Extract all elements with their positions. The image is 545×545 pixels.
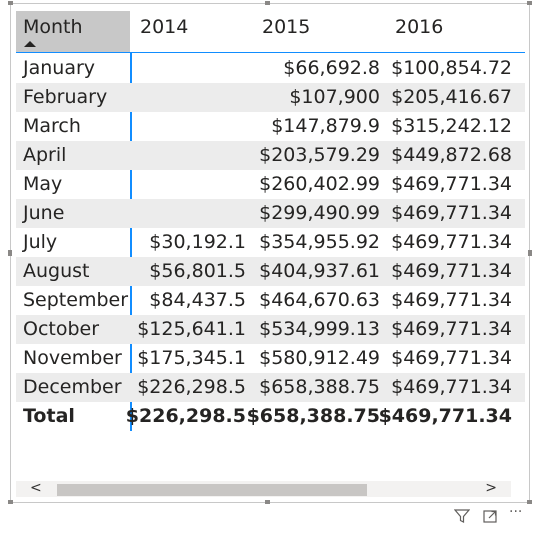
resize-handle-right[interactable]	[528, 250, 532, 256]
cell-2016: $205,416.67	[391, 86, 512, 108]
column-header-2014[interactable]: 2014	[140, 16, 189, 38]
row-label[interactable]: December	[23, 376, 122, 398]
cell-2016: $449,872.68	[391, 144, 512, 166]
cell-2016: $469,771.34	[391, 318, 512, 340]
row-label[interactable]: January	[23, 57, 96, 79]
cell-2015: $658,388.75	[259, 376, 380, 398]
row-label[interactable]: March	[23, 115, 81, 137]
cell-2014: $175,345.1	[137, 347, 246, 369]
header-divider	[16, 52, 525, 53]
cell-2014: $226,298.5	[137, 376, 246, 398]
cell-2015: $354,955.92	[259, 231, 380, 253]
cell-2016: $469,771.34	[391, 173, 512, 195]
table-row: February $107,900 $205,416.67	[16, 83, 525, 112]
scrollbar-thumb[interactable]	[57, 484, 367, 496]
cell-2014: $125,641.1	[137, 318, 246, 340]
resize-handle-top-right[interactable]	[527, 1, 532, 5]
table-row: July $30,192.1 $354,955.92 $469,771.34	[16, 228, 525, 257]
sort-ascending-icon[interactable]	[24, 41, 36, 47]
cell-2015: $260,402.99	[259, 173, 380, 195]
table-row: October $125,641.1 $534,999.13 $469,771.…	[16, 315, 525, 344]
row-label[interactable]: November	[23, 347, 122, 369]
scroll-right-arrow[interactable]: >	[485, 480, 497, 496]
resize-handle-bottom-left[interactable]	[8, 500, 13, 504]
cell-2016: $315,242.12	[391, 115, 512, 137]
row-header-label: Month	[23, 16, 83, 38]
resize-handle-bottom-right[interactable]	[527, 500, 532, 504]
cell-2015: $299,490.99	[259, 202, 380, 224]
total-label: Total	[23, 405, 75, 427]
horizontal-scrollbar[interactable]: < >	[16, 480, 511, 497]
column-header-2015[interactable]: 2015	[262, 16, 311, 38]
total-2015: $658,388.75	[246, 405, 380, 427]
column-header-2016[interactable]: 2016	[395, 16, 444, 38]
row-label[interactable]: April	[23, 144, 67, 166]
filter-icon[interactable]	[453, 508, 471, 528]
cell-2015: $203,579.29	[259, 144, 380, 166]
row-label[interactable]: February	[23, 86, 108, 108]
cell-2014: $84,437.5	[149, 289, 246, 311]
row-label[interactable]: May	[23, 173, 63, 195]
cell-2015: $580,912.49	[259, 347, 380, 369]
resize-handle-left[interactable]	[8, 250, 12, 256]
cell-2016: $469,771.34	[391, 231, 512, 253]
cell-2014: $30,192.1	[149, 231, 246, 253]
scroll-left-arrow[interactable]: <	[30, 480, 42, 496]
row-header-divider	[130, 53, 132, 431]
table-row: September $84,437.5 $464,670.63 $469,771…	[16, 286, 525, 315]
row-label[interactable]: July	[23, 231, 58, 253]
cell-2016: $469,771.34	[391, 260, 512, 282]
table-row: November $175,345.1 $580,912.49 $469,771…	[16, 344, 525, 373]
table-row: March $147,879.9 $315,242.12	[16, 112, 525, 141]
resize-handle-top-left[interactable]	[8, 1, 13, 5]
cell-2015: $464,670.63	[259, 289, 380, 311]
cell-2016: $100,854.72	[391, 57, 512, 79]
cell-2016: $469,771.34	[391, 202, 512, 224]
total-2014: $226,298.5	[125, 405, 246, 427]
cell-2015: $147,879.9	[271, 115, 380, 137]
total-2016: $469,771.34	[378, 405, 512, 427]
focus-mode-icon[interactable]	[482, 508, 498, 528]
row-label[interactable]: June	[23, 202, 65, 224]
cell-2014: $56,801.5	[149, 260, 246, 282]
cell-2016: $469,771.34	[391, 376, 512, 398]
resize-handle-bottom[interactable]	[265, 500, 270, 504]
matrix-body: January $66,692.8 $100,854.72 February $…	[16, 54, 525, 431]
cell-2015: $66,692.8	[283, 57, 380, 79]
cell-2015: $404,937.61	[259, 260, 380, 282]
column-header-row: Month 2014 2015 2016	[16, 11, 525, 52]
table-row: August $56,801.5 $404,937.61 $469,771.34	[16, 257, 525, 286]
resize-handle-top[interactable]	[265, 1, 270, 5]
row-label[interactable]: September	[23, 289, 129, 311]
table-row: June $299,490.99 $469,771.34	[16, 199, 525, 228]
cell-2016: $469,771.34	[391, 347, 512, 369]
row-label[interactable]: October	[23, 318, 100, 340]
cell-2015: $534,999.13	[259, 318, 380, 340]
table-row: January $66,692.8 $100,854.72	[16, 54, 525, 83]
cell-2015: $107,900	[289, 86, 380, 108]
table-row: May $260,402.99 $469,771.34	[16, 170, 525, 199]
cell-2016: $469,771.34	[391, 289, 512, 311]
more-options-icon[interactable]: ···	[509, 504, 523, 520]
table-row: December $226,298.5 $658,388.75 $469,771…	[16, 373, 525, 402]
total-row: Total $226,298.5 $658,388.75 $469,771.34	[16, 402, 525, 431]
table-row: April $203,579.29 $449,872.68	[16, 141, 525, 170]
row-header-month[interactable]: Month	[16, 11, 130, 52]
row-label[interactable]: August	[23, 260, 90, 282]
